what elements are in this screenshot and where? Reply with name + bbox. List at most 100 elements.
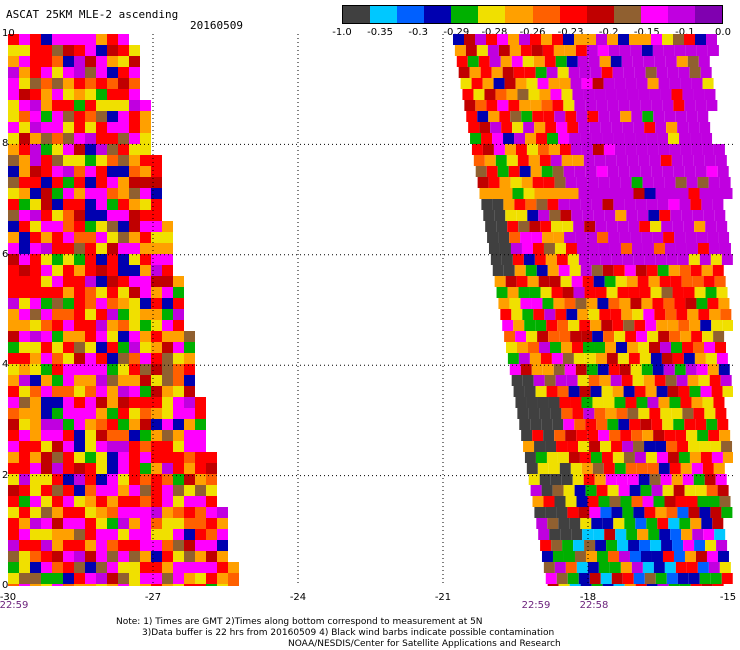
data-cell — [41, 276, 52, 287]
data-cell — [631, 430, 643, 441]
data-cell — [701, 584, 713, 586]
data-cell — [572, 408, 584, 419]
data-cell — [63, 353, 74, 364]
data-cell — [529, 353, 541, 364]
data-cell — [616, 342, 628, 353]
data-cell — [74, 551, 85, 562]
data-cell — [617, 221, 629, 232]
data-cell — [575, 364, 587, 375]
data-cell — [597, 45, 609, 56]
data-cell — [481, 133, 493, 144]
data-cell — [52, 188, 63, 199]
data-cell — [140, 386, 151, 397]
data-cell — [74, 331, 85, 342]
data-cell — [118, 111, 129, 122]
data-cell — [559, 331, 571, 342]
data-cell — [85, 551, 96, 562]
data-cell — [162, 408, 173, 419]
data-cell — [720, 375, 732, 386]
data-cell — [151, 276, 162, 287]
data-cell — [63, 419, 74, 430]
data-cell — [550, 474, 562, 485]
data-cell — [85, 276, 96, 287]
data-cell — [118, 210, 129, 221]
data-cell — [713, 397, 725, 408]
data-cell — [63, 254, 74, 265]
data-cell — [96, 210, 107, 221]
data-cell — [195, 540, 206, 551]
data-cell — [546, 67, 558, 78]
color-scale-tick-label: -0.29 — [443, 27, 470, 38]
data-cell — [541, 485, 553, 496]
data-cell — [533, 309, 545, 320]
data-cell — [41, 67, 52, 78]
data-cell — [622, 441, 634, 452]
data-cell — [30, 34, 41, 45]
data-cell — [654, 56, 666, 67]
data-cell — [698, 309, 710, 320]
data-cell — [503, 133, 515, 144]
data-cell — [589, 122, 601, 133]
data-cell — [615, 276, 627, 287]
data-cell — [528, 408, 540, 419]
data-cell — [693, 408, 705, 419]
data-cell — [687, 309, 699, 320]
data-cell — [585, 551, 597, 562]
data-cell — [674, 232, 686, 243]
data-cell — [684, 34, 695, 45]
data-cell — [695, 166, 707, 177]
data-cell — [717, 485, 729, 496]
data-cell — [677, 441, 689, 452]
data-cell — [624, 199, 636, 210]
data-cell — [484, 89, 496, 100]
data-cell — [74, 474, 85, 485]
data-cell — [684, 419, 696, 430]
data-cell — [552, 100, 564, 111]
data-cell — [543, 243, 555, 254]
data-cell — [623, 67, 635, 78]
data-cell — [63, 221, 74, 232]
data-cell — [85, 309, 96, 320]
data-cell — [85, 298, 96, 309]
data-cell — [699, 122, 711, 133]
data-cell — [703, 276, 715, 287]
data-cell — [597, 364, 609, 375]
data-cell — [556, 507, 568, 518]
data-cell — [552, 551, 564, 562]
data-cell — [548, 78, 560, 89]
data-cell — [679, 584, 691, 586]
data-cell — [118, 243, 129, 254]
data-cell — [140, 496, 151, 507]
data-cell — [589, 441, 601, 452]
data-cell — [151, 463, 162, 474]
data-cell — [107, 364, 118, 375]
data-cell — [593, 276, 605, 287]
data-cell — [107, 67, 118, 78]
data-cell — [601, 320, 613, 331]
data-cell — [519, 100, 531, 111]
data-cell — [52, 353, 63, 364]
data-cell — [41, 540, 52, 551]
data-cell — [63, 298, 74, 309]
data-cell — [629, 419, 641, 430]
longitude-tick-label: -27 — [144, 592, 162, 603]
data-cell — [52, 529, 63, 540]
data-cell — [140, 254, 151, 265]
data-cell — [8, 430, 19, 441]
data-cell — [162, 375, 173, 386]
data-cell — [580, 265, 592, 276]
data-cell — [707, 45, 719, 56]
data-cell — [30, 452, 41, 463]
data-cell — [515, 144, 527, 155]
data-cell — [541, 34, 552, 45]
data-cell — [686, 430, 698, 441]
data-cell — [567, 188, 579, 199]
data-cell — [184, 342, 195, 353]
data-cell — [74, 342, 85, 353]
data-cell — [600, 122, 612, 133]
data-cell — [709, 375, 721, 386]
data-cell — [41, 89, 52, 100]
data-cell — [693, 342, 705, 353]
data-cell — [682, 155, 694, 166]
data-cell — [573, 540, 585, 551]
